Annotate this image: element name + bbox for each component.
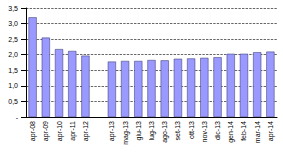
svg-text:apr-13: apr-13 (108, 121, 116, 141)
svg-text:1,5: 1,5 (8, 67, 18, 74)
svg-text:nov-13: nov-13 (201, 121, 208, 143)
svg-text:mar-14: mar-14 (254, 121, 261, 143)
svg-text:apr-09: apr-09 (42, 121, 50, 141)
svg-text:2,0: 2,0 (8, 51, 18, 58)
svg-text:0,5: 0,5 (8, 98, 18, 105)
svg-text:apr-12: apr-12 (82, 121, 90, 141)
svg-text:giu-13: giu-13 (135, 121, 143, 141)
svg-text:ago-13: ago-13 (161, 121, 169, 143)
svg-text:gen-14: gen-14 (227, 121, 235, 143)
svg-text:apr-08: apr-08 (29, 121, 37, 141)
svg-text:dic-13: dic-13 (214, 121, 221, 140)
svg-text:mag-13: mag-13 (122, 121, 130, 145)
svg-text:apr-11: apr-11 (69, 121, 77, 141)
svg-text:1,0: 1,0 (8, 82, 18, 89)
svg-text:set-13: set-13 (174, 121, 181, 141)
svg-text:ott-13: ott-13 (188, 121, 195, 139)
svg-text:-: - (16, 114, 19, 121)
svg-text:apr-10: apr-10 (56, 121, 64, 141)
svg-text:feb-14: feb-14 (240, 121, 247, 141)
svg-text:apr-14: apr-14 (267, 121, 275, 141)
svg-text:3,5: 3,5 (8, 5, 18, 12)
svg-text:lug-13: lug-13 (148, 121, 156, 141)
svg-text:3,0: 3,0 (8, 20, 18, 27)
svg-text:2,5: 2,5 (8, 36, 18, 43)
